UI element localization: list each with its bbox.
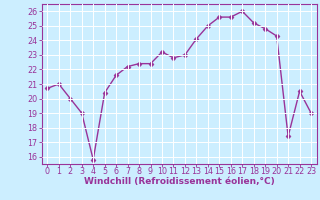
X-axis label: Windchill (Refroidissement éolien,°C): Windchill (Refroidissement éolien,°C) bbox=[84, 177, 275, 186]
